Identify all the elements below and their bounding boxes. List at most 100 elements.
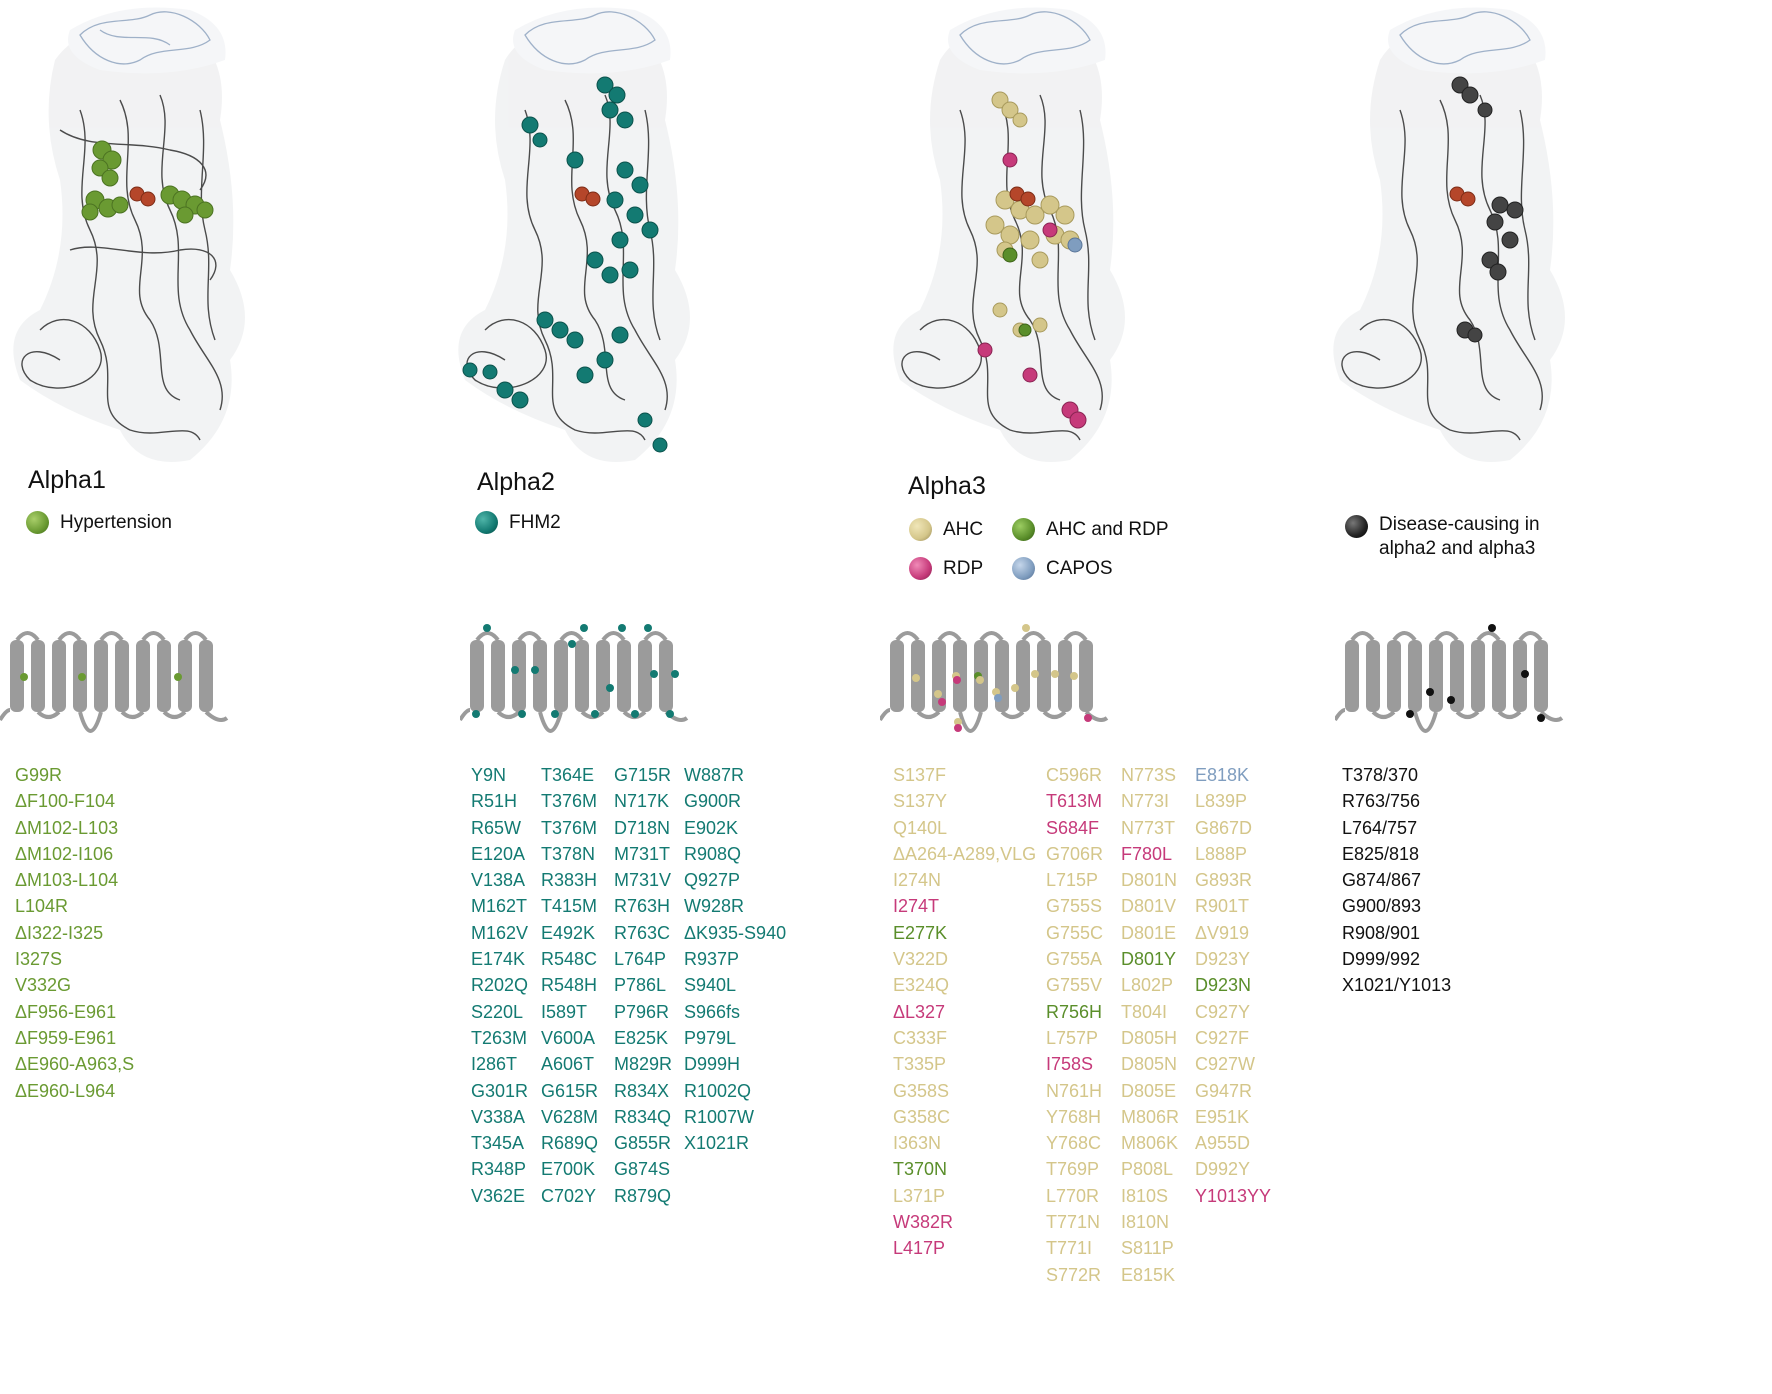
mutation-label: E825K	[614, 1027, 669, 1048]
mutation-label: L104R	[15, 896, 69, 917]
transmembrane-helix	[1345, 640, 1359, 712]
transmembrane-helix	[1058, 640, 1072, 712]
mutation-marker	[606, 684, 614, 692]
mutation-label: ΔL327	[893, 1001, 946, 1022]
membrane-loop	[1413, 711, 1438, 733]
mutation-marker	[1488, 624, 1496, 632]
transmembrane-helix	[31, 640, 45, 712]
shared-mutation-spheres	[1451, 76, 1524, 343]
mutation-marker	[580, 624, 588, 632]
mutation-column: T378/370 R763/756 L764/757 E825/818 G874/867…	[1342, 762, 1451, 999]
mutation-label: G615R	[541, 1080, 599, 1101]
mutation-label: G874S	[614, 1159, 671, 1180]
mutation-label: V600A	[541, 1027, 596, 1048]
mutation-label: R756H	[1046, 1001, 1103, 1022]
mutation-label: R1002Q	[684, 1080, 752, 1101]
mutation-label: T376M	[541, 791, 598, 812]
membrane-loop	[916, 710, 941, 719]
mutation-label: M806R	[1121, 1106, 1180, 1127]
mutation-label: G301R	[471, 1080, 529, 1101]
mutation-label: L839P	[1195, 791, 1248, 812]
mutation-marker	[1084, 714, 1092, 722]
membrane-topology-alpha1	[0, 631, 229, 733]
mutation-column: S137F S137Y Q140L ΔA264-A289,VLG I274N I274T E…	[893, 762, 1036, 1262]
legend-label: RDP	[943, 558, 984, 579]
mutation-label: I758S	[1046, 1054, 1094, 1075]
membrane-loop	[517, 631, 542, 642]
mutation-label: A606T	[541, 1054, 595, 1075]
legend-swatch	[1012, 557, 1035, 580]
panel-alpha3: Alpha3 AHC AHC and RDP RDP CAPOS S137F S1…	[880, 0, 1340, 1394]
mutation-label: M162T	[471, 896, 528, 917]
mutation-label: S966fs	[684, 1001, 741, 1022]
membrane-loop	[120, 710, 145, 719]
mutation-label: T263M	[471, 1027, 528, 1048]
mutation-label: D718N	[614, 817, 671, 838]
mutation-marker	[1426, 688, 1434, 696]
membrane-loop	[643, 631, 668, 642]
mutation-label: R548C	[541, 949, 598, 970]
mutation-label: ΔV919	[1195, 922, 1250, 943]
mutation-label: R548H	[541, 975, 598, 996]
mutation-label: G358S	[893, 1080, 950, 1101]
membrane-loop	[36, 710, 61, 719]
transmembrane-helix	[533, 640, 547, 712]
mutation-label: E815K	[1121, 1264, 1176, 1285]
backbone-trace	[21, 94, 223, 441]
mutation-label: T364E	[541, 765, 595, 785]
legend-swatch	[475, 511, 498, 534]
mutation-label: E174K	[471, 949, 526, 970]
panel-alpha1: Alpha1 Hypertension G99R ΔF100-F104 ΔM102-…	[0, 0, 440, 1394]
mutation-label: T378/370	[1342, 765, 1419, 785]
mutation-label: L770R	[1046, 1185, 1100, 1206]
mutation-marker	[1447, 696, 1455, 704]
mutation-label: P979L	[684, 1027, 737, 1048]
mutation-label: T370N	[893, 1159, 948, 1180]
mutation-label: G358C	[893, 1106, 951, 1127]
mutation-label: G706R	[1046, 843, 1104, 864]
mutation-label: R834X	[614, 1080, 670, 1101]
legend-item: FHM2	[475, 511, 561, 535]
mutation-marker	[666, 710, 674, 718]
mutation-column: G99R ΔF100-F104 ΔM102-L103 ΔM102-I106 ΔM103-…	[15, 762, 134, 1104]
mutation-label: E825/818	[1342, 843, 1420, 864]
mutation-label: ΔK935-S940	[684, 922, 787, 943]
mutation-label: S137Y	[893, 791, 948, 812]
mutation-label: L764P	[614, 949, 667, 970]
mutation-label: E492K	[541, 922, 596, 943]
mutation-label: C702Y	[541, 1185, 597, 1206]
membrane-loop	[99, 631, 124, 642]
mutation-label: D923N	[1195, 975, 1252, 996]
transmembrane-helix	[470, 640, 484, 712]
mutation-label: R908Q	[684, 843, 742, 864]
mutation-label: R763H	[614, 896, 671, 917]
mutation-label: X1021R	[684, 1133, 750, 1154]
mutation-label: R65W	[471, 817, 522, 838]
mutation-marker	[644, 624, 652, 632]
mutation-label: G900R	[684, 791, 742, 812]
mutation-marker	[1011, 684, 1019, 692]
legend-label: Disease-causing in alpha2 and alpha3	[1379, 514, 1540, 559]
mutation-label: T345A	[471, 1133, 525, 1154]
panel-alpha2: Alpha2 FHM2 Y9N R51H R65W E120A V138A M162T M1…	[445, 0, 875, 1394]
mutation-label: G855R	[614, 1133, 672, 1154]
mutation-label: R834Q	[614, 1106, 672, 1127]
membrane-loop	[78, 711, 103, 733]
membrane-loop	[15, 631, 40, 642]
mutation-label: ΔM102-L103	[15, 817, 119, 838]
membrane-loop	[880, 708, 891, 722]
transmembrane-helix	[10, 640, 24, 712]
mutation-label: R908/901	[1342, 922, 1421, 943]
transmembrane-helix	[94, 640, 108, 712]
transmembrane-helix	[178, 640, 192, 712]
membrane-loop	[1518, 631, 1543, 642]
transmembrane-helix	[554, 640, 568, 712]
mutation-marker	[994, 694, 1002, 702]
mutation-label: Y1013YY	[1195, 1185, 1272, 1206]
mutation-column: G715R N717K D718N M731T M731V R763H R763C L764P…	[614, 762, 672, 1209]
mutation-label: M806K	[1121, 1133, 1179, 1154]
mutation-marker	[1031, 670, 1039, 678]
membrane-loop	[1021, 631, 1046, 642]
transmembrane-helix	[1513, 640, 1527, 712]
structure-shadow	[13, 7, 246, 463]
